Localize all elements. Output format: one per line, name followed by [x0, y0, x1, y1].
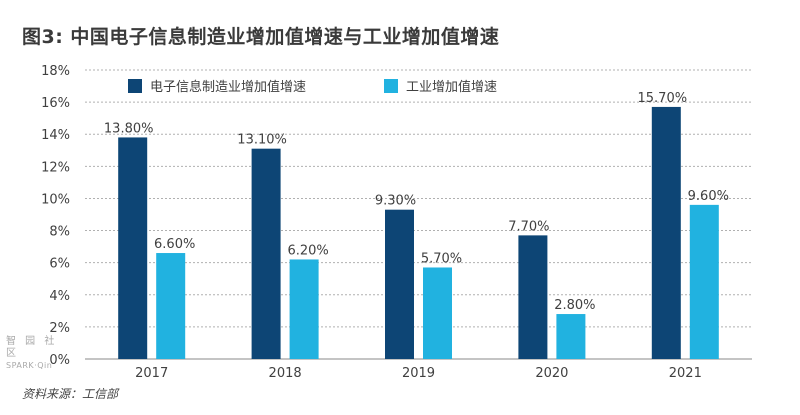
x-tick-label: 2021 [669, 366, 702, 381]
legend: 电子信息制造业增加值增速 工业增加值增速 [128, 79, 497, 95]
x-tick-label: 2019 [402, 366, 435, 381]
x-axis-categories: 2017 2018 2019 2020 2021 [135, 366, 702, 381]
x-tick-label: 2020 [535, 366, 568, 381]
data-label: 6.60% [154, 237, 195, 252]
data-label: 9.60% [688, 189, 729, 204]
data-label: 13.80% [104, 121, 154, 136]
bar [689, 204, 719, 359]
data-labels: 13.80% 6.60% 13.10% 6.20% 9.30% 5.70% 7.70% 2.8… [104, 91, 729, 313]
legend-label: 电子信息制造业增加值增速 [150, 79, 306, 95]
legend-swatch [128, 79, 142, 93]
y-tick-label: 14% [41, 128, 70, 143]
legend-label: 工业增加值增速 [406, 79, 497, 95]
bar [289, 259, 319, 359]
bar [118, 137, 148, 359]
y-tick-label: 12% [41, 160, 70, 175]
y-tick-label: 6% [49, 257, 70, 272]
bar [518, 235, 548, 359]
data-label: 5.70% [421, 251, 462, 266]
bar [385, 209, 414, 359]
data-label: 7.70% [508, 219, 549, 234]
data-label: 15.70% [638, 91, 688, 106]
y-tick-label: 2% [49, 321, 70, 336]
x-tick-label: 2018 [269, 366, 302, 381]
bar [156, 253, 186, 359]
watermark: 智 园 社 区 SPARK·Qin [6, 336, 62, 372]
x-tick-label: 2017 [135, 366, 168, 381]
data-label: 2.80% [554, 298, 595, 313]
y-tick-label: 16% [41, 96, 70, 111]
data-label: 6.20% [287, 243, 328, 258]
legend-swatch [384, 79, 398, 93]
bar [556, 314, 586, 359]
y-tick-label: 4% [49, 289, 70, 304]
y-tick-label: 10% [41, 192, 70, 207]
data-label: 13.10% [237, 133, 287, 148]
bar [423, 267, 452, 359]
watermark-subtext: SPARK·Qin [6, 361, 53, 370]
bar [251, 148, 281, 359]
gridlines [85, 69, 752, 360]
bar [651, 106, 681, 359]
watermark-text: 智 园 社 区 [6, 336, 58, 359]
y-tick-label: 8% [49, 225, 70, 240]
y-tick-label: 0% [49, 353, 70, 368]
chart-title: 图3: 中国电子信息制造业增加值增速与工业增加值增速 [22, 26, 500, 48]
y-tick-label: 18% [41, 64, 70, 79]
bars [118, 106, 719, 359]
source-note: 资料来源：工信部 [22, 387, 119, 401]
data-label: 9.30% [375, 194, 416, 209]
y-axis-ticks: 0% 2% 4% 6% 8% 10% 12% 14% 16% 18% [41, 64, 70, 368]
